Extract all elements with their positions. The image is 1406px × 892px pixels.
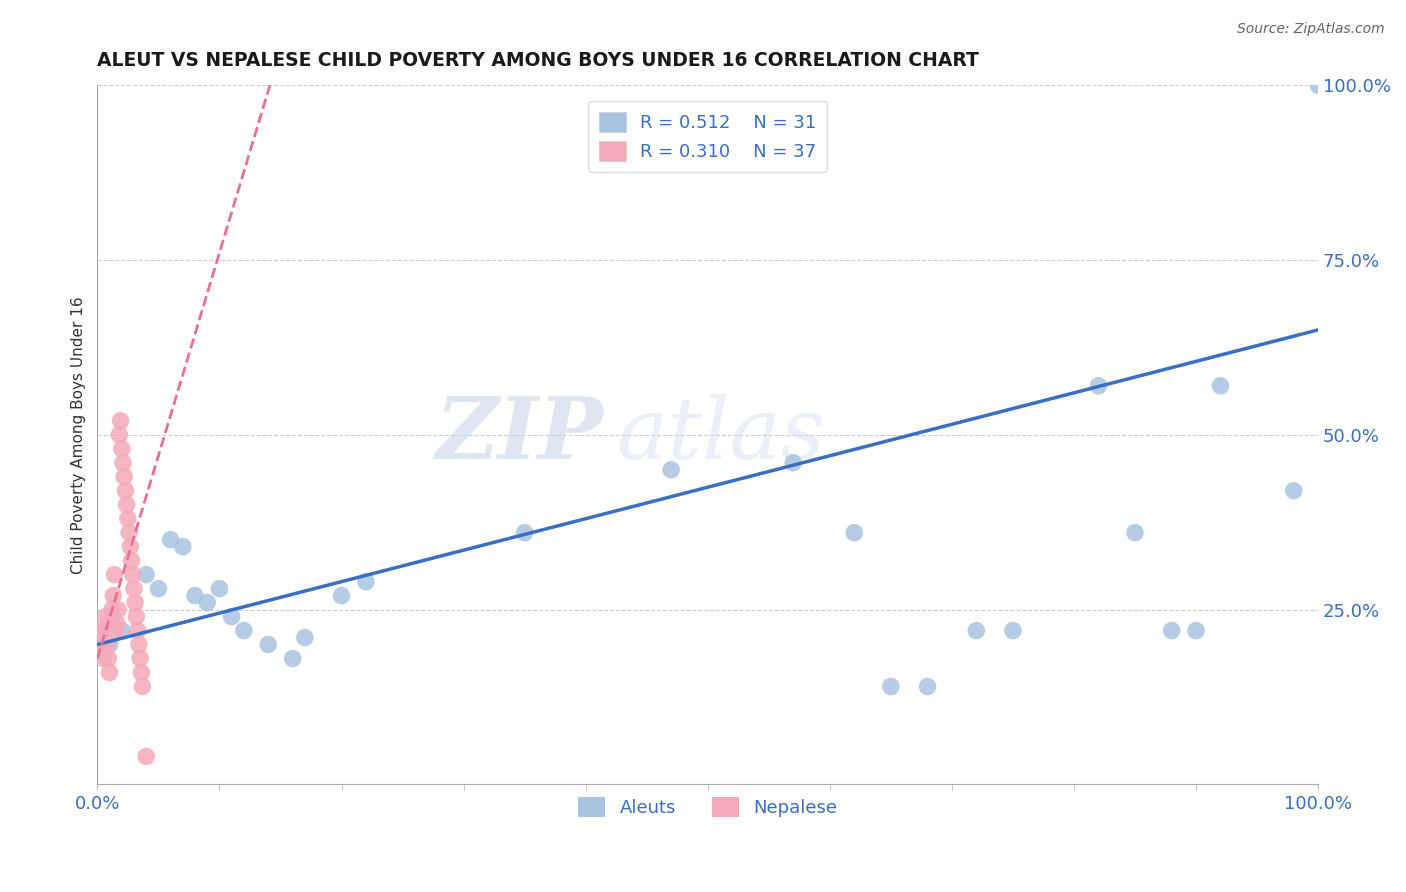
Point — [281, 651, 304, 665]
Point — [117, 511, 139, 525]
Point — [965, 624, 987, 638]
Y-axis label: Child Poverty Among Boys Under 16: Child Poverty Among Boys Under 16 — [72, 296, 86, 574]
Point — [110, 414, 132, 428]
Point — [121, 567, 143, 582]
Point — [1308, 78, 1330, 92]
Point — [880, 680, 903, 694]
Point — [124, 596, 146, 610]
Point — [112, 469, 135, 483]
Point — [129, 665, 152, 680]
Point — [195, 596, 218, 610]
Point — [90, 624, 112, 638]
Text: ZIP: ZIP — [436, 393, 605, 476]
Point — [101, 602, 124, 616]
Point — [1160, 624, 1182, 638]
Point — [97, 651, 120, 665]
Point — [122, 582, 145, 596]
Point — [89, 638, 111, 652]
Point — [172, 540, 194, 554]
Point — [1185, 624, 1208, 638]
Point — [354, 574, 377, 589]
Point — [100, 616, 122, 631]
Point — [98, 638, 121, 652]
Point — [208, 582, 231, 596]
Point — [135, 749, 157, 764]
Point — [1001, 624, 1024, 638]
Point — [148, 582, 170, 596]
Point — [1123, 525, 1146, 540]
Point — [128, 638, 150, 652]
Text: Source: ZipAtlas.com: Source: ZipAtlas.com — [1237, 22, 1385, 37]
Point — [131, 680, 153, 694]
Legend: Aleuts, Nepalese: Aleuts, Nepalese — [571, 790, 845, 824]
Point — [917, 680, 939, 694]
Point — [294, 631, 316, 645]
Point — [184, 589, 207, 603]
Point — [232, 624, 254, 638]
Point — [105, 616, 128, 631]
Point — [1087, 379, 1109, 393]
Point — [103, 567, 125, 582]
Point — [1282, 483, 1305, 498]
Point — [159, 533, 181, 547]
Point — [111, 456, 134, 470]
Point — [782, 456, 804, 470]
Point — [844, 525, 866, 540]
Point — [221, 609, 243, 624]
Point — [120, 540, 142, 554]
Point — [103, 589, 125, 603]
Point — [93, 651, 115, 665]
Point — [115, 498, 138, 512]
Point — [93, 624, 115, 638]
Point — [108, 427, 131, 442]
Point — [114, 483, 136, 498]
Point — [121, 554, 143, 568]
Text: ALEUT VS NEPALESE CHILD POVERTY AMONG BOYS UNDER 16 CORRELATION CHART: ALEUT VS NEPALESE CHILD POVERTY AMONG BO… — [97, 51, 979, 70]
Point — [1209, 379, 1232, 393]
Point — [135, 567, 157, 582]
Point — [98, 665, 121, 680]
Point — [91, 638, 114, 652]
Point — [129, 651, 152, 665]
Point — [330, 589, 353, 603]
Point — [125, 609, 148, 624]
Point — [107, 602, 129, 616]
Point — [513, 525, 536, 540]
Point — [111, 442, 134, 456]
Point — [94, 609, 117, 624]
Point — [104, 624, 127, 638]
Point — [96, 638, 118, 652]
Point — [257, 638, 280, 652]
Point — [659, 463, 682, 477]
Point — [118, 525, 141, 540]
Point — [111, 624, 134, 638]
Text: atlas: atlas — [616, 393, 825, 476]
Point — [127, 624, 149, 638]
